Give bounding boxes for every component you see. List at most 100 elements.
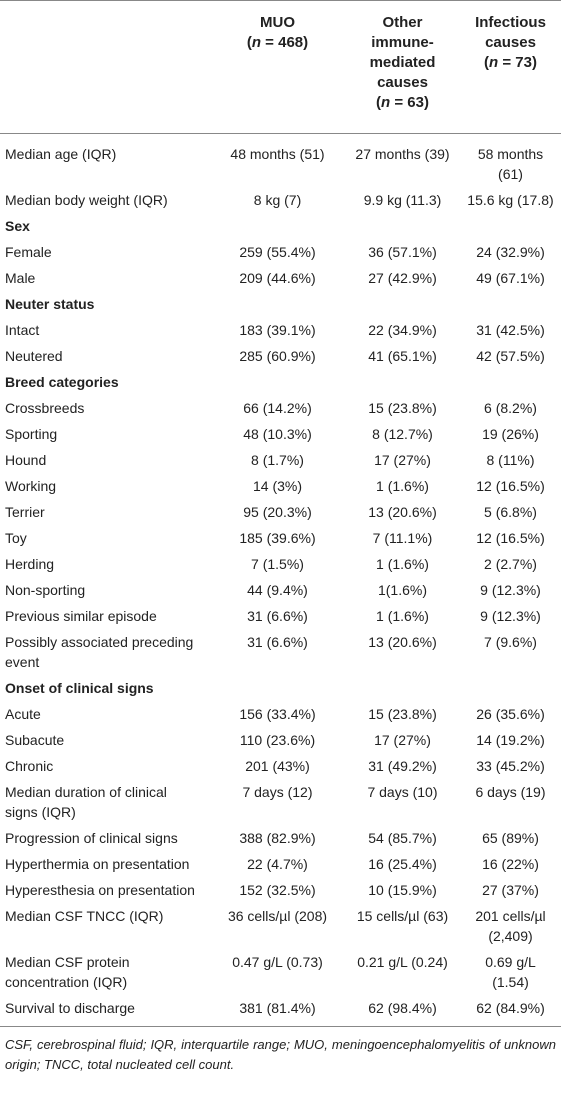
count-var: n [251, 34, 262, 51]
cell: 48 months (51) [230, 146, 325, 162]
cell: 7 days (10) [367, 784, 438, 800]
row-label: Intact [5, 322, 40, 338]
cell: 8 (11%) [486, 452, 535, 468]
column-name: Other immune-mediated causes [369, 14, 436, 91]
cell: 16 (22%) [482, 856, 539, 872]
row-label: Toy [5, 530, 27, 546]
cell: 1 (1.6%) [376, 608, 429, 624]
cell: 14 (3%) [252, 478, 303, 494]
cell: 183 (39.1%) [239, 322, 316, 338]
cell: 156 (33.4%) [239, 706, 316, 722]
cell: 209 (44.6%) [239, 270, 316, 286]
header-box: Infectious causes (n = 73) [470, 13, 552, 73]
column-name: MUO [260, 14, 295, 31]
table-row: Possibly associated preceding event 31 (6… [0, 629, 561, 675]
row-label: Median age (IQR) [5, 146, 117, 162]
count-rest: = 63) [390, 94, 429, 111]
cell: 42 (57.5%) [476, 348, 545, 364]
cell: 0.69 g/L (1.54) [485, 954, 536, 990]
cell: 15 (23.8%) [368, 706, 437, 722]
cell: 41 (65.1%) [368, 348, 437, 364]
count-open: ( [246, 34, 252, 51]
cell: 19 (26%) [482, 426, 539, 442]
table-row: Progression of clinical signs 388 (82.9%)… [0, 825, 561, 851]
table-row: Hound 8 (1.7%) 17 (27%) 8 (11%) [0, 447, 561, 473]
footnote: CSF, cerebrospinal fluid; IQR, interquar… [5, 1037, 556, 1072]
row-label: Female [5, 244, 52, 260]
table-row: Female 259 (55.4%) 36 (57.1%) 24 (32.9%) [0, 239, 561, 265]
count-rest: = 73) [498, 54, 537, 71]
row-label: Subacute [5, 732, 65, 748]
cell: 31 (49.2%) [368, 758, 437, 774]
cell: 31 (42.5%) [476, 322, 545, 338]
table-row: Intact 183 (39.1%) 22 (34.9%) 31 (42.5%) [0, 317, 561, 343]
cell: 24 (32.9%) [476, 244, 545, 260]
table-row: Hyperthermia on presentation 22 (4.7%) 16 … [0, 851, 561, 877]
table-row: Subacute 110 (23.6%) 17 (27%) 14 (19.2%) [0, 727, 561, 753]
cell: 13 (20.6%) [368, 634, 437, 650]
row-label: Male [5, 270, 36, 286]
cell: 62 (98.4%) [368, 1000, 437, 1016]
cell: 48 (10.3%) [243, 426, 312, 442]
table-row: Median body weight (IQR) 8 kg (7) 9.9 kg (… [0, 187, 561, 213]
cell: 381 (81.4%) [239, 1000, 316, 1016]
cell: 22 (4.7%) [247, 856, 308, 872]
row-label: Neutered [5, 348, 63, 364]
cell: 49 (67.1%) [476, 270, 545, 286]
row-label: Chronic [5, 758, 54, 774]
row-label: Hyperesthesia on presentation [5, 882, 195, 898]
row-label: Sporting [5, 426, 58, 442]
cell: 201 cells/µl (2,409) [475, 908, 546, 944]
cell: 1(1.6%) [377, 582, 428, 598]
cell: 36 cells/µl (208) [227, 908, 328, 924]
cell: 26 (35.6%) [476, 706, 545, 722]
table-row: Median duration of clinical signs (IQR) 7… [0, 779, 561, 825]
cell: 110 (23.6%) [239, 732, 316, 748]
cell: 14 (19.2%) [476, 732, 545, 748]
cell: 54 (85.7%) [368, 830, 437, 846]
cell: 8 kg (7) [253, 192, 302, 208]
cell: 16 (25.4%) [368, 856, 437, 872]
row-label: Herding [5, 556, 55, 572]
header-box: MUO (n = 468) [237, 13, 319, 53]
row-label: Acute [5, 706, 41, 722]
cell: 2 (2.7%) [484, 556, 537, 572]
cell: 27 (42.9%) [368, 270, 437, 286]
cell: 6 (8.2%) [484, 400, 537, 416]
cell: 62 (84.9%) [476, 1000, 545, 1016]
column-name: Infectious causes [475, 14, 546, 51]
row-label: Terrier [5, 504, 45, 520]
row-label: Median CSF TNCC (IQR) [5, 908, 164, 924]
count-open: ( [376, 94, 382, 111]
table-row: Sporting 48 (10.3%) 8 (12.7%) 19 (26%) [0, 421, 561, 447]
cell: 6 days (19) [475, 784, 546, 800]
cell: 7 (9.6%) [484, 634, 537, 650]
cell: 8 (12.7%) [372, 426, 433, 442]
cell: 15 cells/µl (63) [356, 908, 449, 924]
table-row: Neutered 285 (60.9%) 41 (65.1%) 42 (57.5%) [0, 343, 561, 369]
cell: 66 (14.2%) [243, 400, 312, 416]
header-row: MUO (n = 468) Other immune-mediated causes… [0, 0, 561, 134]
cell: 10 (15.9%) [368, 882, 437, 898]
table-row: Onset of clinical signs [0, 675, 561, 701]
column-header: Other immune-mediated causes (n = 63) [345, 0, 460, 134]
cell: 1 (1.6%) [376, 478, 429, 494]
cell: 259 (55.4%) [239, 244, 316, 260]
cell: 95 (20.3%) [243, 504, 312, 520]
cell: 58 months (61) [477, 146, 544, 182]
table-row: Toy 185 (39.6%) 7 (11.1%) 12 (16.5%) [0, 525, 561, 551]
table-row: Median CSF TNCC (IQR) 36 cells/µl (208) 15… [0, 903, 561, 949]
table-row: Breed categories [0, 369, 561, 395]
cell: 7 days (12) [242, 784, 313, 800]
cell: 0.21 g/L (0.24) [357, 954, 448, 970]
cell: 7 (11.1%) [372, 530, 433, 546]
table-row: Previous similar episode 31 (6.6%) 1 (1.6%… [0, 603, 561, 629]
cell: 9 (12.3%) [480, 582, 541, 598]
cell: 1 (1.6%) [376, 556, 429, 572]
table-row: Herding 7 (1.5%) 1 (1.6%) 2 (2.7%) [0, 551, 561, 577]
cell: 12 (16.5%) [476, 530, 545, 546]
table-body: Median age (IQR) 48 months (51) 27 months … [0, 134, 561, 1027]
cell: 36 (57.1%) [368, 244, 437, 260]
cell: 44 (9.4%) [247, 582, 308, 598]
